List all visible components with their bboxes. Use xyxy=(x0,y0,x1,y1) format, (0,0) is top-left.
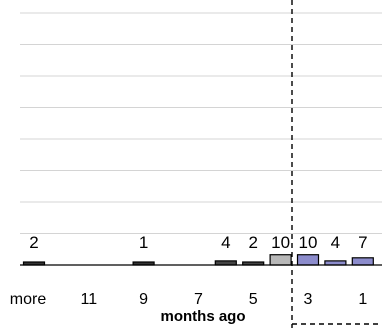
data-label: 4 xyxy=(221,233,230,252)
gridlines xyxy=(20,13,382,234)
data-label: 10 xyxy=(271,233,290,252)
data-label: 10 xyxy=(299,233,318,252)
x-axis-title: months ago xyxy=(161,308,246,325)
bar xyxy=(298,255,319,265)
x-tick-label: 11 xyxy=(80,291,97,308)
x-tick-label: 9 xyxy=(139,291,148,308)
bars xyxy=(24,255,374,265)
bar xyxy=(352,258,373,265)
bar xyxy=(215,261,236,265)
data-label: 4 xyxy=(331,233,340,252)
x-tick-label: 3 xyxy=(304,291,313,308)
x-tick-label: more xyxy=(10,291,47,308)
x-tick-labels: more 11 9 7 5 3 1 xyxy=(10,291,368,308)
data-label: 7 xyxy=(358,233,367,252)
data-label: 2 xyxy=(29,233,38,252)
bar xyxy=(325,261,346,265)
bar xyxy=(270,255,291,265)
x-tick-label: 1 xyxy=(358,291,367,308)
x-tick-label: 7 xyxy=(194,291,203,308)
data-label: 1 xyxy=(139,233,148,252)
x-tick-label: 5 xyxy=(249,291,258,308)
data-labels: 2 1 4 2 10 10 4 7 xyxy=(29,233,367,252)
data-label: 2 xyxy=(248,233,257,252)
